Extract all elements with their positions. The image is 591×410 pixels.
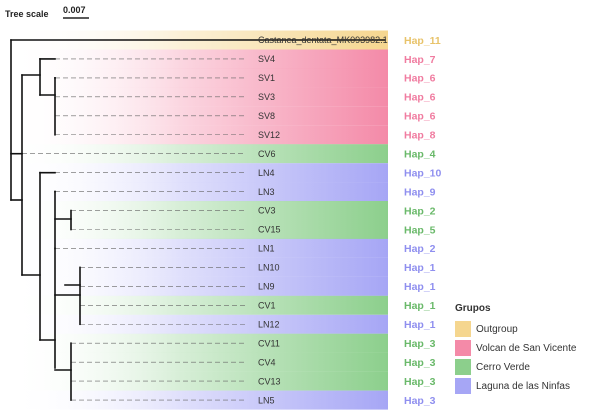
hap-label-sv8: Hap_6 [404, 111, 436, 123]
leaf-label-sv12: SV12 [258, 130, 280, 140]
leaf-label-ln1: LN1 [258, 244, 275, 254]
legend-item-outgroup: Outgroup [455, 320, 585, 338]
leaf-label-cv6: CV6 [258, 149, 276, 159]
tree-branches [10, 39, 386, 401]
hap-label-sv12: Hap_8 [404, 130, 436, 142]
hap-label-cv13: Hap_3 [404, 376, 436, 388]
legend-swatch-volcan [455, 340, 471, 356]
hap-label-ln12: Hap_1 [404, 319, 436, 331]
leaf-label-sv4: SV4 [258, 54, 275, 64]
leaf-label-cv11: CV11 [258, 338, 280, 348]
hap-label-ln4: Hap_10 [404, 167, 442, 179]
leaf-label-ln10: LN10 [258, 263, 280, 273]
legend-label-volcan: Volcan de San Vicente [476, 342, 577, 354]
leaf-label-cv1: CV1 [258, 301, 276, 311]
legend-label-laguna: Laguna de las Ninfas [476, 380, 570, 392]
legend: Grupos Outgroup Volcan de San Vicente Cerr… [455, 303, 585, 396]
legend-label-cerro: Cerro Verde [476, 361, 530, 373]
leaf-label-castanea_dentata_mk093982.1: Castanea_dentata_MK093982.1 [258, 35, 388, 45]
hap-label-ln10: Hap_1 [404, 262, 436, 274]
leaf-labels: Castanea_dentata_MK093982.1 SV4 SV1 SV3 SV8 S… [258, 35, 388, 405]
band-ln9 [10, 276, 388, 296]
leaf-label-cv4: CV4 [258, 357, 276, 367]
group-color-bands [10, 30, 388, 410]
leaf-label-ln9: LN9 [258, 282, 275, 292]
leaf-label-cv15: CV15 [258, 225, 281, 235]
hap-label-cv1: Hap_1 [404, 300, 436, 312]
legend-title: Grupos [455, 303, 491, 314]
hap-label-ln9: Hap_1 [404, 281, 436, 293]
hap-label-cv15: Hap_5 [404, 224, 436, 236]
hap-label-castanea_dentata_mk093982.1: Hap_11 [404, 35, 441, 47]
legend-swatch-cerro [455, 359, 471, 375]
hap-label-cv3: Hap_2 [404, 205, 436, 217]
tree-scale: Tree scale 0.007 [5, 5, 89, 19]
hap-label-sv4: Hap_7 [404, 54, 436, 66]
haplotype-labels: Hap_11 Hap_7 Hap_6 Hap_6 Hap_6 Hap_8 Hap_4 Hap_… [404, 35, 442, 407]
hap-label-cv4: Hap_3 [404, 357, 436, 369]
leaf-label-sv3: SV3 [258, 92, 275, 102]
hap-label-cv6: Hap_4 [404, 149, 436, 161]
hap-label-ln5: Hap_3 [404, 395, 436, 407]
legend-item-laguna: Laguna de las Ninfas [455, 377, 585, 395]
legend-item-volcan: Volcan de San Vicente [455, 339, 585, 357]
leaf-label-ln5: LN5 [258, 395, 275, 405]
band-ln10 [10, 257, 388, 277]
leaf-label-ln3: LN3 [258, 187, 275, 197]
leaf-label-sv8: SV8 [258, 111, 275, 121]
leaf-label-ln12: LN12 [258, 319, 280, 329]
tree-scale-title: Tree scale [5, 9, 49, 19]
leaf-label-cv3: CV3 [258, 206, 276, 216]
legend-swatch-outgroup [455, 321, 471, 337]
hap-label-ln1: Hap_2 [404, 243, 436, 255]
hap-label-ln3: Hap_9 [404, 186, 436, 198]
hap-label-cv11: Hap_3 [404, 338, 436, 350]
leaf-guide-lines [22, 58, 245, 401]
leaf-label-ln4: LN4 [258, 168, 275, 178]
tree-scale-value: 0.007 [63, 5, 86, 15]
leaf-label-sv1: SV1 [258, 73, 275, 83]
legend-swatch-laguna [455, 378, 471, 394]
legend-items: Outgroup Volcan de San Vicente Cerro Verde… [455, 320, 585, 395]
band-ln12 [10, 314, 388, 334]
band-cv1 [10, 295, 388, 315]
legend-item-cerro: Cerro Verde [455, 358, 585, 376]
hap-label-sv1: Hap_6 [404, 73, 436, 85]
hap-label-sv3: Hap_6 [404, 92, 436, 104]
leaf-label-cv13: CV13 [258, 376, 281, 386]
legend-label-outgroup: Outgroup [476, 323, 518, 335]
